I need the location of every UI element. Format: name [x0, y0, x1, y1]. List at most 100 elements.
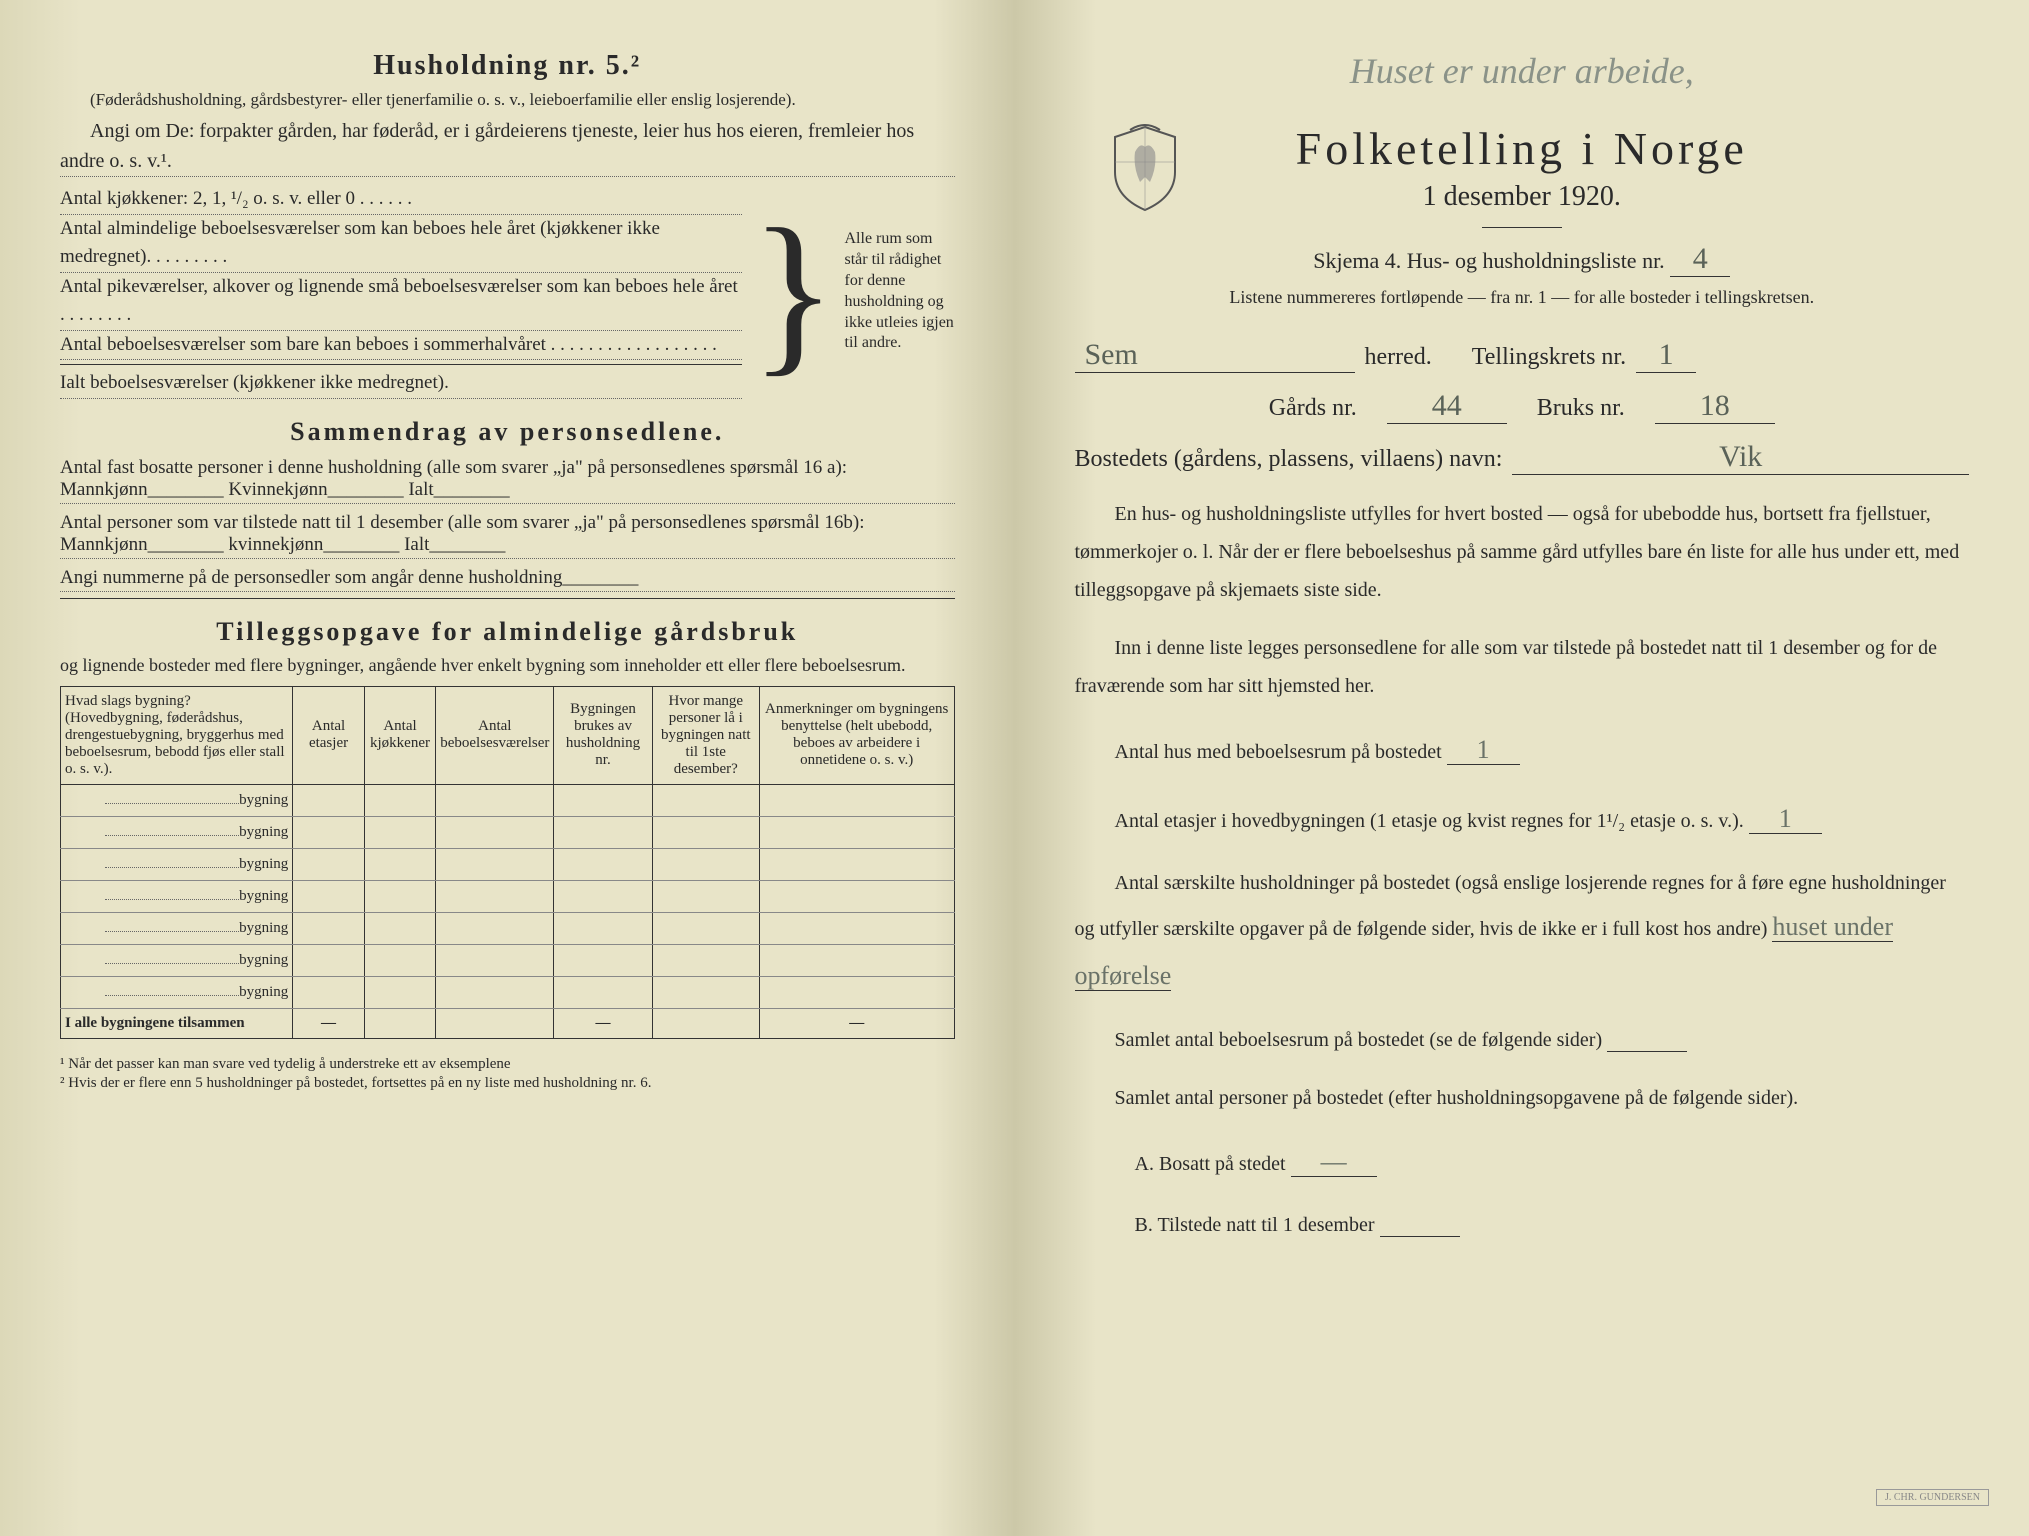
cell — [293, 848, 364, 880]
cell — [759, 784, 954, 816]
summary-line: Angi nummerne på de personsedler som ang… — [60, 565, 955, 592]
brace-row-total: Ialt beboelsesværelser (kjøkkener ikke m… — [60, 364, 742, 399]
cell — [554, 912, 652, 944]
summary-line: Antal personer som var tilstede natt til… — [60, 510, 955, 559]
cell — [652, 816, 759, 848]
bygning-label-cell: bygning — [61, 784, 293, 816]
herred-row: Sem herred. Tellingskrets nr. 1 — [1075, 338, 1970, 373]
th: Anmerkninger om bygningens benyttelse (h… — [759, 686, 954, 784]
cell — [293, 944, 364, 976]
schema-line: Skjema 4. Hus- og husholdningsliste nr. … — [1075, 242, 1970, 277]
cell — [652, 784, 759, 816]
cell — [436, 848, 554, 880]
table-header-row: Hvad slags bygning? (Hovedbygning, føder… — [61, 686, 955, 784]
brace-row: Antal beboelsesværelser som bare kan beb… — [60, 331, 742, 361]
cell — [436, 880, 554, 912]
cell — [293, 912, 364, 944]
brace-row: Antal almindelige beboelsesværelser som … — [60, 215, 742, 273]
brace-row: Antal kjøkkener: 2, 1, ¹/₂ o. s. v. elle… — [60, 185, 742, 215]
qA-label: A. Bosatt på stedet — [1135, 1153, 1286, 1175]
q2-label: Antal etasjer i hovedbygningen (1 etasje… — [1115, 810, 1744, 832]
cell — [554, 976, 652, 1008]
rooms-brace-block: Antal kjøkkener: 2, 1, ¹/₂ o. s. v. elle… — [60, 185, 955, 399]
summary-line: Antal fast bosatte personer i denne hush… — [60, 455, 955, 504]
cell — [436, 944, 554, 976]
brace-row: Antal pikeværelser, alkover og lignende … — [60, 273, 742, 331]
cell — [436, 784, 554, 816]
qA-row: A. Bosatt på stedet — — [1075, 1137, 1970, 1186]
header-block: Folketelling i Norge 1 desember 1920. Sk… — [1075, 122, 1970, 308]
table-row: bygning — [61, 976, 955, 1008]
cell — [759, 912, 954, 944]
cell — [436, 912, 554, 944]
cell — [364, 976, 435, 1008]
cell — [554, 848, 652, 880]
q4-label: Samlet antal beboelsesrum på bostedet (s… — [1115, 1029, 1603, 1051]
total-label: I alle bygningene tilsammen — [61, 1008, 293, 1038]
body-p2: Inn i denne liste legges personsedlene f… — [1075, 629, 1970, 705]
printer-imprint: J. CHR. GUNDERSEN — [1876, 1489, 1989, 1506]
tellingskrets-value: 1 — [1636, 338, 1696, 373]
sub-title: 1 desember 1920. — [1075, 181, 1970, 213]
brace-left-list: Antal kjøkkener: 2, 1, ¹/₂ o. s. v. elle… — [60, 185, 742, 399]
qB-blank — [1380, 1214, 1460, 1237]
cell — [436, 816, 554, 848]
cell — [652, 880, 759, 912]
body-p1: En hus- og husholdningsliste utfylles fo… — [1075, 495, 1970, 609]
cell — [759, 848, 954, 880]
footnotes: ¹ Når det passer kan man svare ved tydel… — [60, 1055, 955, 1094]
herred-label: herred. — [1365, 344, 1432, 371]
qB-row: B. Tilstede natt til 1 desember — [1075, 1206, 1970, 1244]
cell — [364, 912, 435, 944]
table-row: bygning — [61, 848, 955, 880]
bygning-label-cell: bygning — [61, 848, 293, 880]
qA-value: — — [1291, 1147, 1377, 1177]
th: Bygningen brukes av husholdning nr. — [554, 686, 652, 784]
q1-value: 1 — [1447, 735, 1520, 765]
household-heading: Husholdning nr. 5.² — [60, 50, 955, 82]
cell — [293, 816, 364, 848]
brace-note: Alle rum som står til rådighet for denne… — [845, 229, 955, 354]
right-page: Huset er under arbeide, Folketelling i N… — [1015, 0, 2029, 1536]
cell — [293, 784, 364, 816]
q1-row: Antal hus med beboelsesrum på bostedet 1 — [1075, 725, 1970, 774]
cell — [759, 976, 954, 1008]
cell — [652, 976, 759, 1008]
q1-label: Antal hus med beboelsesrum på bostedet — [1115, 741, 1442, 763]
cell — [652, 944, 759, 976]
summary-title: Sammendrag av personsedlene. — [60, 417, 955, 447]
q3-row: Antal særskilte husholdninger på bostede… — [1075, 864, 1970, 1001]
farm-table: Hvad slags bygning? (Hovedbygning, føder… — [60, 686, 955, 1039]
th: Antal beboelsesværelser — [436, 686, 554, 784]
bruks-label: Bruks nr. — [1537, 395, 1625, 422]
cell — [364, 848, 435, 880]
cell — [436, 976, 554, 1008]
cell — [759, 880, 954, 912]
bygning-label-cell: bygning — [61, 976, 293, 1008]
cell — [554, 880, 652, 912]
q4-blank — [1607, 1029, 1687, 1052]
coat-of-arms-icon — [1105, 122, 1185, 212]
household-subnote: (Føderådshusholdning, gårdsbestyrer- ell… — [60, 90, 955, 110]
q4-row: Samlet antal beboelsesrum på bostedet (s… — [1075, 1021, 1970, 1059]
divider — [1482, 227, 1562, 228]
schema-label: Skjema 4. Hus- og husholdningsliste nr. — [1313, 248, 1664, 273]
gards-value: 44 — [1387, 389, 1507, 424]
q2-value: 1 — [1749, 804, 1822, 834]
listene-note: Listene nummereres fortløpende — fra nr.… — [1075, 287, 1970, 308]
table-total-row: I alle bygningene tilsammen — — — — [61, 1008, 955, 1038]
table-row: bygning — [61, 816, 955, 848]
angi-line: Angi om De: forpakter gården, har føderå… — [60, 116, 955, 177]
cell — [293, 880, 364, 912]
table-row: bygning — [61, 912, 955, 944]
table-row: bygning — [61, 880, 955, 912]
cell — [652, 848, 759, 880]
table-row: bygning — [61, 944, 955, 976]
tellingskrets-label: Tellingskrets nr. — [1472, 344, 1626, 371]
th: Antal etasjer — [293, 686, 364, 784]
gards-row: Gårds nr. 44 Bruks nr. 18 — [1075, 389, 1970, 424]
bygning-label-cell: bygning — [61, 912, 293, 944]
main-title: Folketelling i Norge — [1075, 122, 1970, 175]
cell — [554, 784, 652, 816]
footnote: ¹ Når det passer kan man svare ved tydel… — [60, 1055, 955, 1075]
